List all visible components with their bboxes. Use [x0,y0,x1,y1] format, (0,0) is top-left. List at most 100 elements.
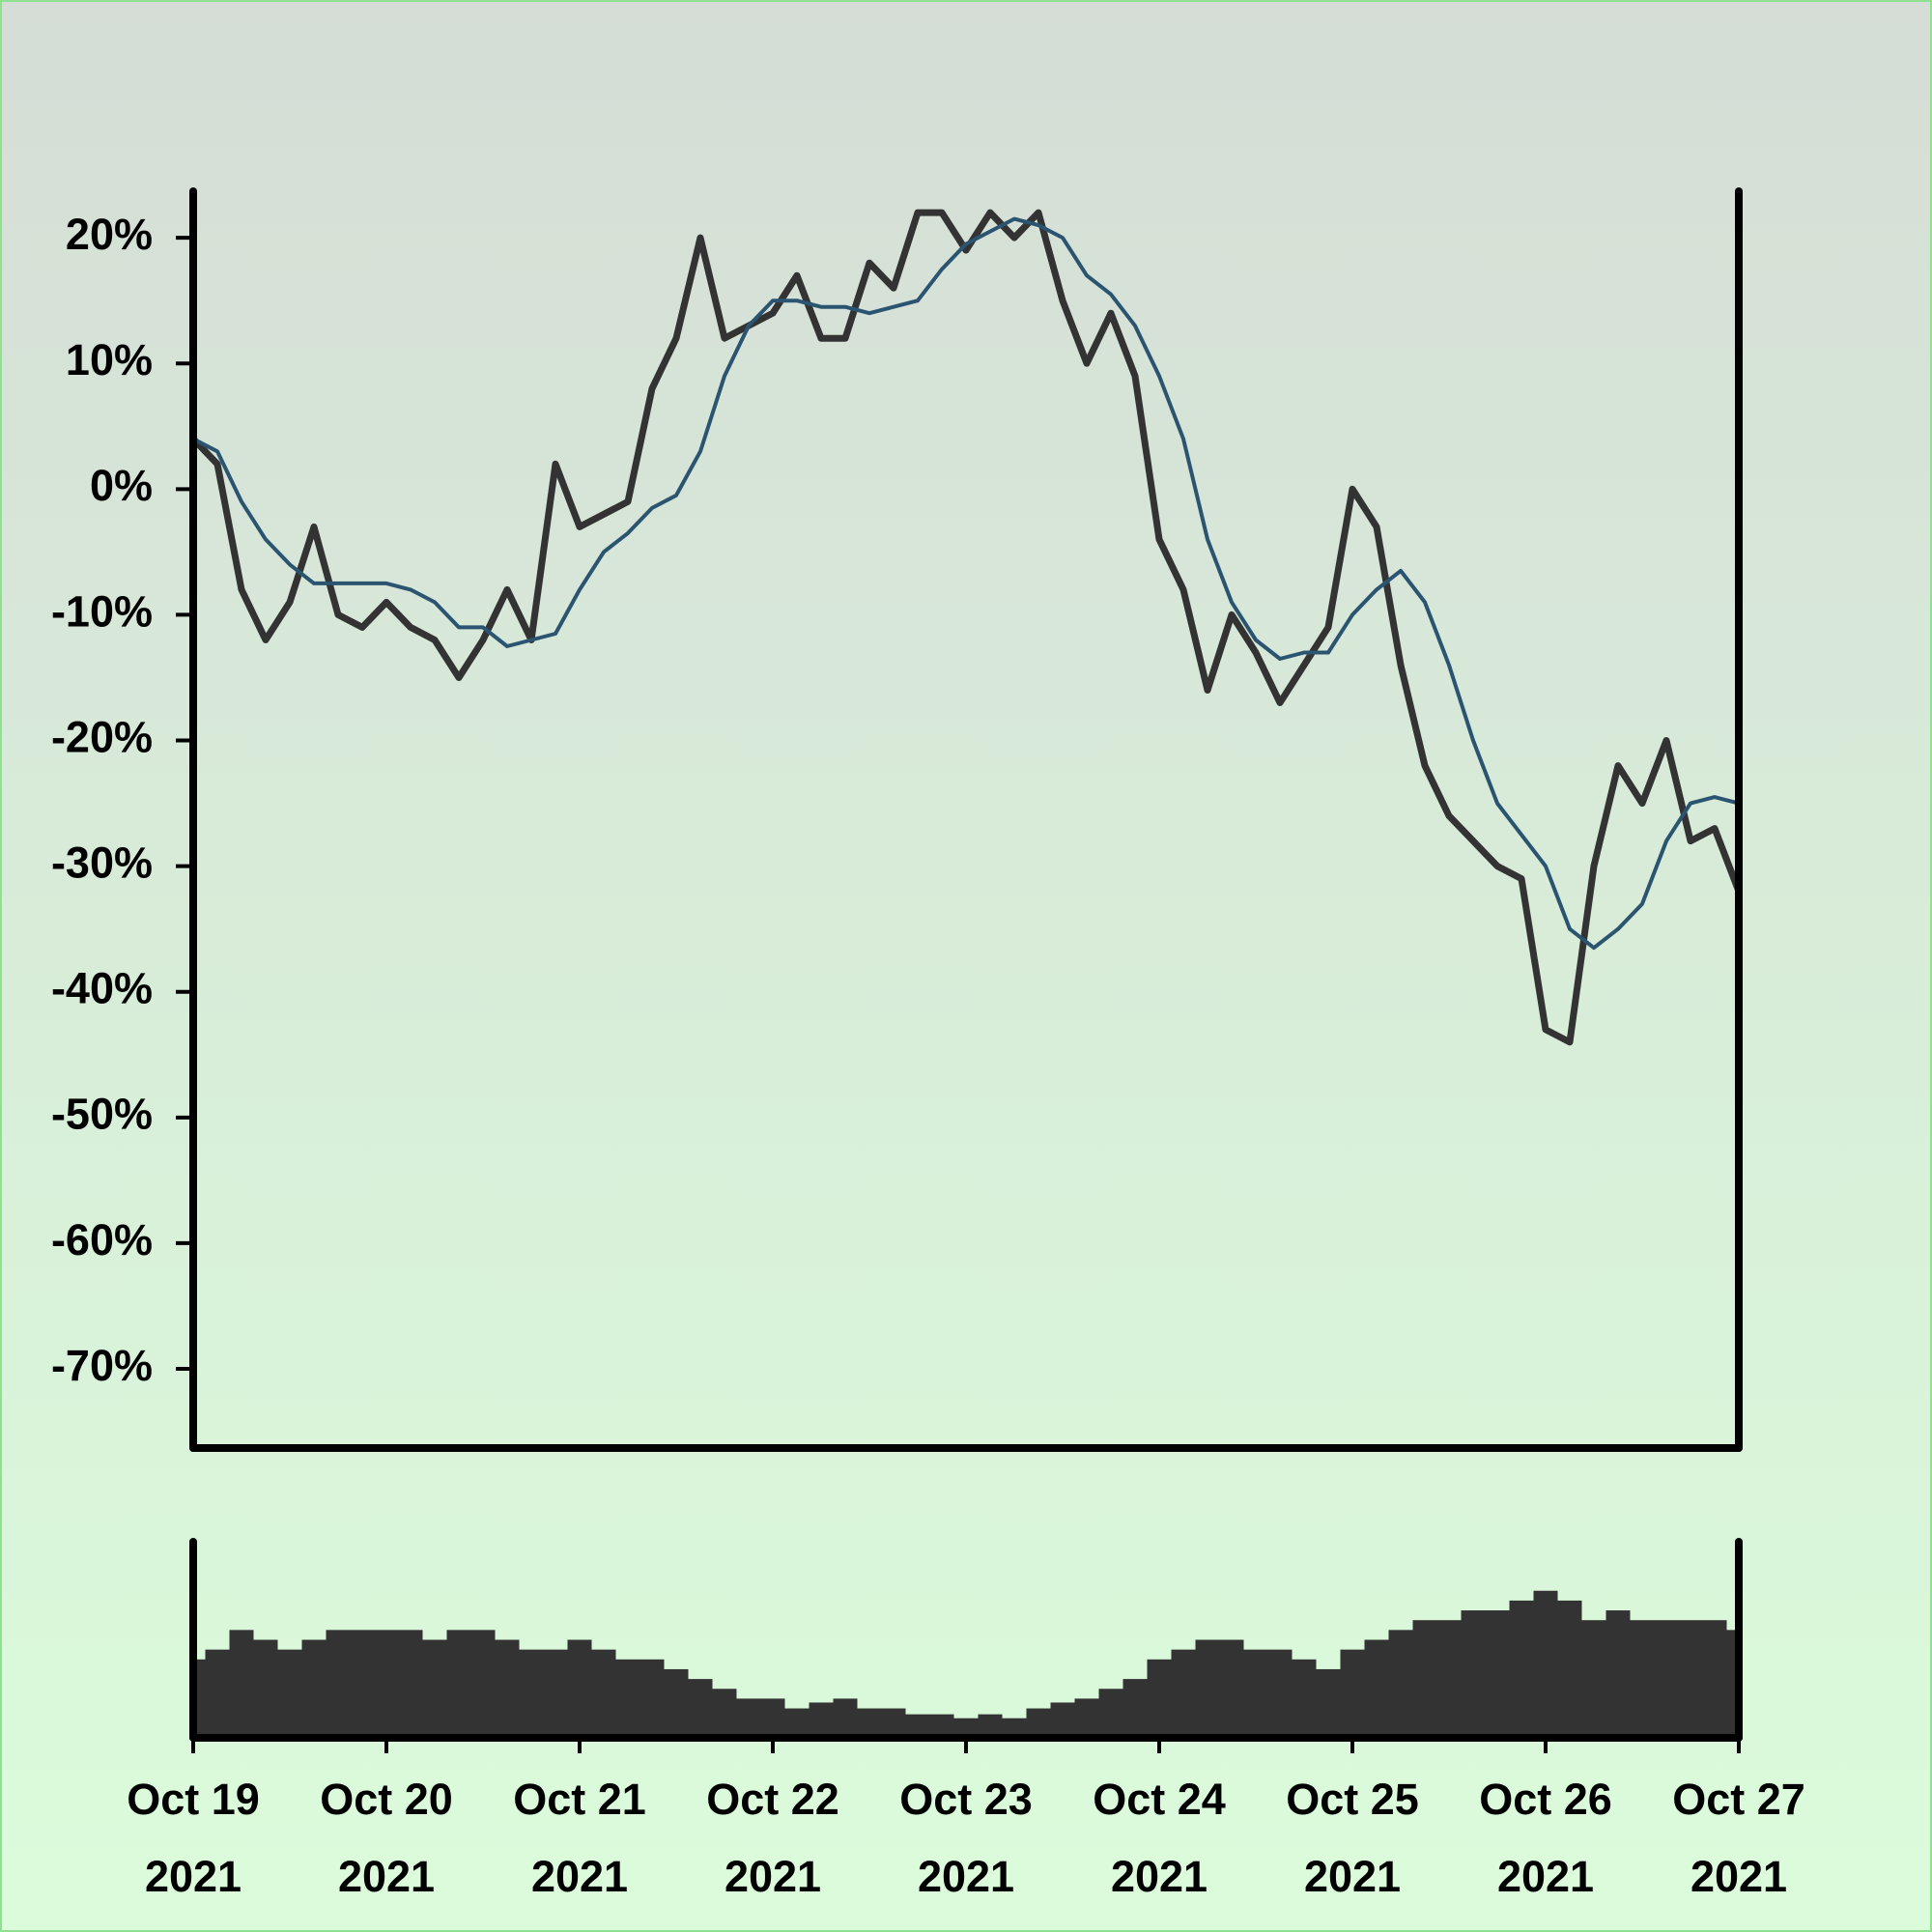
x-tick-label-line: 2021 [918,1852,1014,1901]
volume-bar [1050,1702,1075,1738]
y-tick-label: -60% [51,1215,153,1264]
volume-bar [470,1630,496,1738]
x-tick-label-line: Oct 20 [320,1775,453,1824]
volume-bar [350,1630,375,1738]
volume-bar [1388,1630,1413,1738]
x-tick-label-line: Oct 24 [1093,1775,1226,1824]
y-tick-label: -20% [51,712,153,761]
volume-bar [664,1668,689,1738]
x-tick-label-line: Oct 26 [1479,1775,1612,1824]
volume-bar [567,1639,592,1738]
volume-bar [809,1702,834,1738]
volume-bar [1002,1718,1027,1738]
volume-bar [905,1714,930,1738]
volume-bar [1461,1610,1486,1738]
volume-bar [1436,1620,1462,1738]
volume-bar [591,1649,616,1738]
volume-bar [1630,1620,1655,1738]
volume-bar [1557,1600,1582,1738]
x-tick-label-line: Oct 22 [706,1775,839,1824]
x-tick-label: Oct 27 2021 [1672,1775,1805,1901]
volume-bar [495,1639,520,1738]
x-tick-label-line: 2021 [145,1852,242,1901]
volume-bar [1702,1620,1727,1738]
x-tick-label: Oct 22 2021 [706,1775,839,1901]
volume-bar [326,1630,351,1738]
line-series [192,216,1740,951]
volume-bar [1581,1620,1606,1738]
y-tick-label: 0% [90,461,153,510]
volume-bar [1267,1649,1293,1738]
x-tick-label-line: 2021 [1690,1852,1787,1901]
volume-bar [1098,1689,1123,1738]
volume-bar [205,1649,230,1738]
volume-bar [1026,1708,1051,1738]
volume-bar [1122,1679,1148,1738]
volume-bar [712,1689,737,1738]
volume-bar [929,1714,954,1738]
y-tick-label: 20% [66,210,153,259]
volume-bar [1678,1620,1703,1738]
volume-bar [688,1679,713,1738]
volume-bar [1219,1639,1244,1738]
x-tick-label: Oct 24 2021 [1093,1775,1226,1901]
y-tick-label: -40% [51,964,153,1013]
x-tick-label-line: Oct 27 [1672,1775,1805,1824]
volume-bar [277,1649,302,1738]
volume-bar [1195,1639,1220,1738]
x-tick-label: Oct 23 2021 [899,1775,1033,1901]
x-tick-label-line: Oct 23 [899,1775,1033,1824]
y-tick-label: -70% [51,1341,153,1390]
volume-bar [1509,1600,1534,1738]
volume-bar [857,1708,882,1738]
volume-bar [760,1698,785,1738]
y-tick-label: -10% [51,586,153,636]
x-tick-label: Oct 20 2021 [320,1775,453,1901]
x-tick-label-line: Oct 19 [127,1775,260,1824]
y-tick-label: 10% [66,335,153,384]
volume-bar [953,1718,979,1738]
x-tick-label-line: 2021 [1497,1852,1594,1901]
x-tick-label-line: 2021 [531,1852,628,1901]
volume-bar [784,1708,810,1738]
plot-layer: -70% -60% -50% -40% -30% -20% -10% 0% 10% 20% Oct … [51,187,1805,1901]
volume-bar [881,1708,906,1738]
volume-bar [543,1649,568,1738]
volume-bar [615,1659,640,1738]
volume-bar [1364,1639,1389,1738]
volume-bar [422,1639,447,1738]
x-tick-label-line: 2021 [1111,1852,1208,1901]
line-series [190,209,1743,1046]
x-tick-label-line: Oct 21 [513,1775,646,1824]
volume-bar [1605,1610,1631,1738]
volume-bar [1533,1590,1558,1738]
volume-bar [253,1639,278,1738]
y-tick-label: -30% [51,838,153,888]
x-tick-label: Oct 25 2021 [1286,1775,1419,1901]
x-tick-label-line: 2021 [724,1852,821,1901]
volume-bar [229,1630,254,1738]
volume-bar [1074,1698,1099,1738]
volume-bar [398,1630,423,1738]
volume-bar [736,1698,761,1738]
volume-bar [446,1630,471,1738]
volume-bar [978,1714,1003,1738]
volume-bar [374,1630,399,1738]
volume-bar [639,1659,665,1738]
volume-bar [1147,1659,1172,1738]
x-tick-label-line: Oct 25 [1286,1775,1419,1824]
volume-bar [833,1698,858,1738]
volume-bar [1654,1620,1679,1738]
volume-bar [1340,1649,1365,1738]
x-tick-label: Oct 21 2021 [513,1775,646,1901]
volume-bar [301,1639,327,1738]
volume-bar [1485,1610,1510,1738]
x-tick-label-line: 2021 [1304,1852,1401,1901]
volume-bar [1171,1649,1196,1738]
volume-bar [519,1649,544,1738]
volume-bar [1292,1659,1317,1738]
volume-bar [1412,1620,1437,1738]
x-tick-label: Oct 19 2021 [127,1775,260,1901]
